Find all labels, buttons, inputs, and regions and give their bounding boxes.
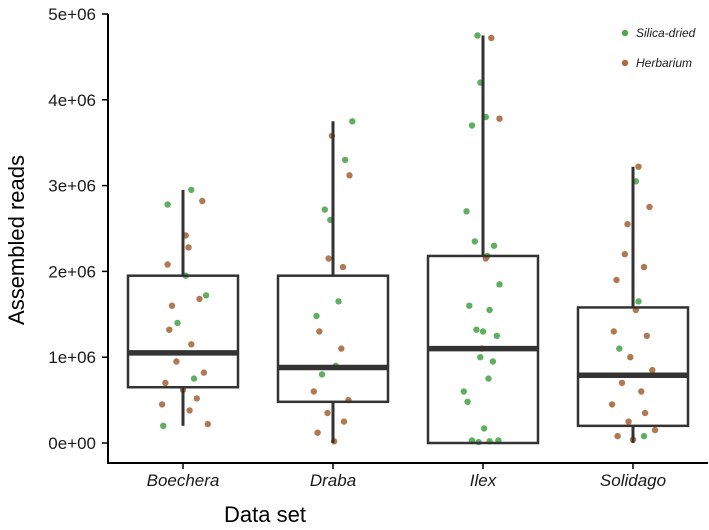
point-solidago-herbarium-89 — [641, 409, 649, 417]
point-draba-silica-dried-26 — [335, 298, 342, 305]
point-solidago-herbarium-90 — [625, 418, 632, 425]
point-ilex-silica-dried-62 — [480, 425, 488, 432]
y-tick-label-3: 3e+06 — [48, 177, 96, 196]
boxes — [126, 35, 690, 445]
point-ilex-silica-dried-58 — [489, 358, 497, 365]
point-solidago-silica-dried-73 — [616, 345, 623, 352]
point-solidago-herbarium-86 — [618, 379, 626, 387]
box-solidago — [576, 306, 690, 428]
x-tick-label-draba: Draba — [310, 471, 356, 490]
point-solidago-silica-dried-74 — [640, 432, 648, 440]
point-boechera-herbarium-12 — [168, 302, 176, 309]
point-ilex-herbarium-68 — [496, 115, 503, 122]
y-tick-label-0: 0e+00 — [48, 434, 96, 453]
point-boechera-silica-dried-0 — [188, 186, 195, 194]
point-ilex-silica-dried-52 — [466, 302, 473, 309]
point-draba-herbarium-41 — [314, 429, 321, 436]
box-boechera — [126, 274, 240, 389]
point-draba-herbarium-33 — [325, 255, 332, 262]
point-boechera-silica-dried-4 — [174, 319, 181, 327]
point-ilex-herbarium-67 — [488, 34, 495, 42]
x-tick-label-boechera: Boechera — [147, 471, 220, 490]
jitter-points — [158, 32, 659, 446]
legend-label-herbarium: Herbarium — [636, 56, 692, 70]
legend: Silica-dried Herbarium — [621, 26, 696, 70]
point-solidago-herbarium-82 — [610, 328, 617, 335]
point-draba-silica-dried-27 — [313, 312, 320, 320]
point-boechera-herbarium-16 — [200, 369, 208, 376]
point-ilex-silica-dried-43 — [474, 32, 481, 39]
point-boechera-silica-dried-5 — [160, 422, 167, 429]
y-axis-ticks: 0e+00 1e+06 2e+06 3e+06 4e+06 5e+06 — [48, 5, 108, 453]
point-solidago-herbarium-75 — [635, 163, 642, 170]
point-solidago-herbarium-79 — [640, 263, 648, 271]
point-solidago-herbarium-77 — [624, 221, 631, 228]
point-draba-silica-dried-29 — [318, 371, 326, 378]
point-solidago-herbarium-78 — [621, 251, 628, 258]
point-boechera-silica-dried-3 — [202, 292, 210, 299]
point-boechera-herbarium-13 — [166, 326, 173, 333]
point-ilex-silica-dried-56 — [493, 332, 500, 339]
point-solidago-herbarium-76 — [646, 203, 653, 211]
point-solidago-herbarium-85 — [649, 366, 656, 374]
point-boechera-herbarium-15 — [173, 358, 180, 365]
point-solidago-herbarium-88 — [608, 401, 616, 408]
point-ilex-silica-dried-59 — [460, 388, 467, 395]
y-tick-label-5: 5e+06 — [48, 5, 96, 24]
point-ilex-silica-dried-47 — [463, 208, 470, 215]
x-axis-ticks: Boechera Draba Ilex Solidago — [147, 463, 666, 490]
point-boechera-herbarium-17 — [162, 379, 169, 387]
point-draba-silica-dried-30 — [349, 118, 356, 125]
point-solidago-herbarium-80 — [613, 276, 620, 284]
point-solidago-herbarium-92 — [614, 432, 621, 440]
x-tick-label-ilex: Ilex — [470, 471, 497, 490]
point-boechera-herbarium-10 — [164, 261, 171, 268]
point-ilex-silica-dried-53 — [486, 306, 493, 314]
point-ilex-silica-dried-54 — [473, 326, 480, 333]
point-solidago-silica-dried-72 — [635, 298, 642, 305]
point-boechera-herbarium-22 — [204, 420, 211, 428]
point-ilex-silica-dried-45 — [468, 122, 476, 129]
legend-label-silica-dried: Silica-dried — [636, 26, 696, 40]
point-solidago-herbarium-87 — [638, 388, 645, 395]
point-draba-herbarium-32 — [346, 172, 353, 179]
point-boechera-silica-dried-1 — [164, 201, 171, 208]
point-draba-silica-dried-24 — [321, 206, 328, 213]
y-tick-label-2: 2e+06 — [48, 262, 96, 281]
point-draba-herbarium-39 — [324, 409, 331, 417]
point-draba-herbarium-34 — [339, 263, 347, 271]
point-ilex-silica-dried-49 — [490, 242, 498, 249]
legend-key-silica-dried — [621, 29, 629, 37]
point-boechera-herbarium-19 — [193, 395, 200, 402]
point-ilex-silica-dried-61 — [464, 398, 471, 405]
point-draba-silica-dried-23 — [341, 156, 349, 164]
point-boechera-silica-dried-6 — [190, 375, 198, 382]
point-solidago-herbarium-83 — [643, 332, 650, 339]
point-boechera-herbarium-7 — [199, 197, 206, 205]
point-draba-herbarium-36 — [338, 345, 345, 352]
point-boechera-herbarium-9 — [185, 244, 192, 251]
point-boechera-herbarium-11 — [196, 295, 203, 303]
point-ilex-silica-dried-55 — [479, 328, 487, 335]
point-ilex-silica-dried-57 — [477, 354, 484, 361]
point-ilex-silica-dried-51 — [496, 281, 503, 288]
y-axis-title: Assembled reads — [4, 155, 29, 325]
point-draba-herbarium-37 — [310, 388, 317, 395]
point-draba-herbarium-35 — [316, 328, 323, 335]
point-ilex-silica-dried-48 — [471, 238, 478, 245]
y-tick-label-1: 1e+06 — [48, 348, 96, 367]
y-tick-label-4: 4e+06 — [48, 91, 96, 110]
x-tick-label-solidago: Solidago — [600, 471, 666, 490]
box-draba — [276, 274, 390, 404]
point-boechera-herbarium-21 — [186, 407, 193, 414]
point-boechera-herbarium-20 — [158, 401, 166, 408]
legend-key-herbarium — [621, 59, 629, 67]
x-axis-title: Data set — [224, 502, 306, 527]
point-solidago-herbarium-91 — [651, 426, 659, 434]
point-boechera-herbarium-14 — [188, 341, 195, 348]
point-draba-herbarium-40 — [340, 418, 348, 425]
point-solidago-herbarium-84 — [627, 354, 634, 361]
point-ilex-silica-dried-60 — [485, 375, 492, 382]
